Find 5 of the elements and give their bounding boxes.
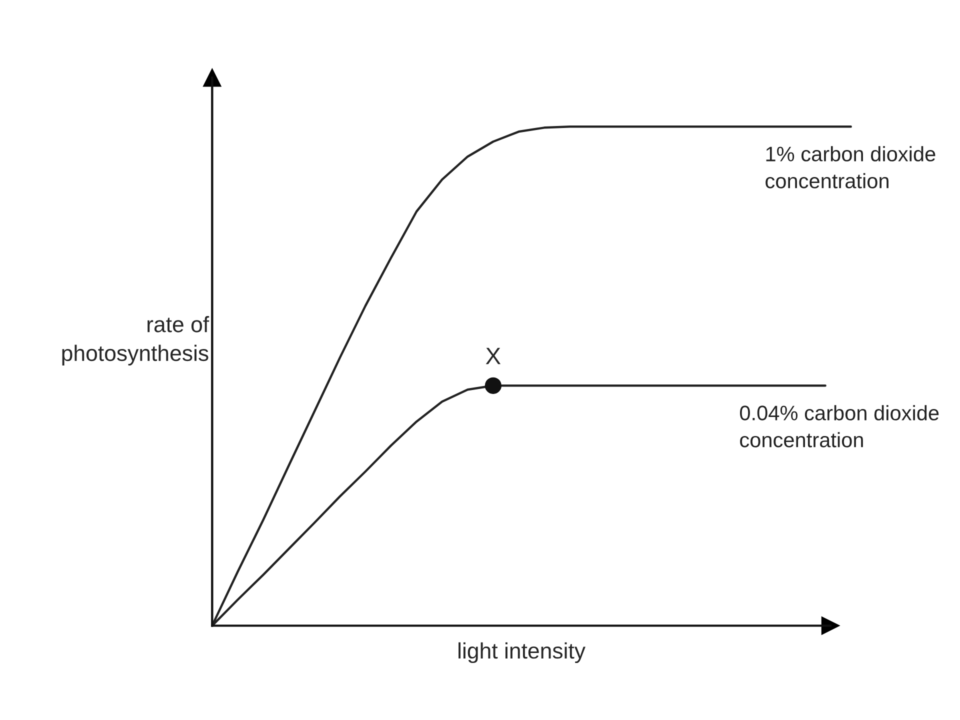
annotation: X [486,348,501,364]
y-axis-title: rate of photosynthesis [62,316,210,366]
series-label: 1% carbon dioxide concentration [766,146,936,188]
series-label: 0.04% carbon dioxide concentration [740,405,939,448]
x-axis-title: light intensity [458,642,586,664]
